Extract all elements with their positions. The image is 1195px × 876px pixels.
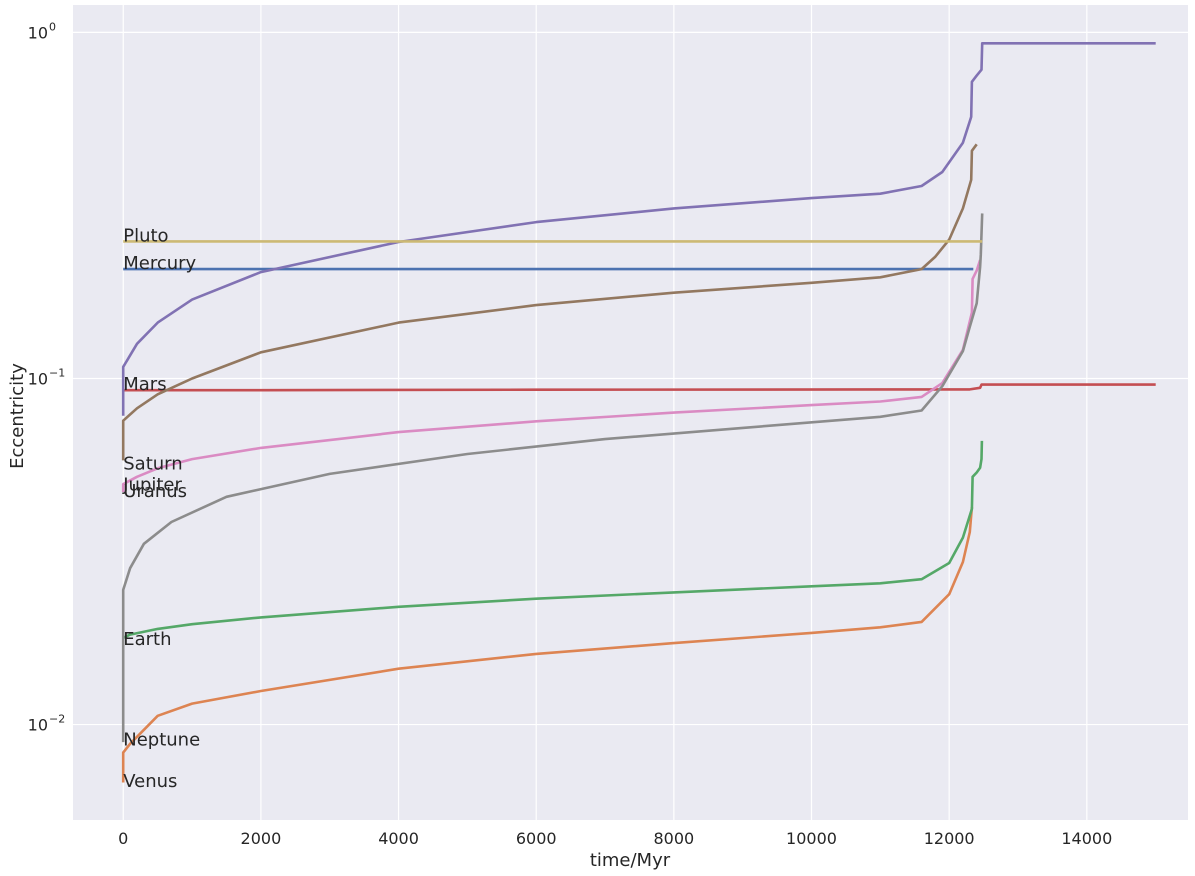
y-tick-exponent: −1: [49, 366, 65, 379]
series-line-neptune: [121, 213, 984, 743]
x-tick-label: 0: [118, 829, 128, 848]
y-tick-exponent: −2: [49, 713, 65, 726]
series-label-saturn: Saturn: [123, 454, 182, 475]
series-label-venus: Venus: [123, 771, 177, 792]
series-line-jupiter: [121, 41, 1156, 416]
series-label-earth: Earth: [123, 629, 171, 650]
x-axis-label: time/Myr: [590, 850, 671, 871]
series-line-earth: [122, 440, 984, 640]
x-axis-ticks: 0 2000 4000 6000 8000 10000 12000 14000: [118, 829, 1112, 848]
y-tick-label: 10: [28, 716, 48, 735]
series-lines: [121, 41, 1156, 783]
x-tick-label: 8000: [654, 829, 695, 848]
series-label-jupiter: Jupiter: [122, 474, 182, 495]
series-line-venus: [121, 506, 974, 783]
series-label-neptune: Neptune: [123, 730, 200, 751]
x-tick-label: 4000: [378, 829, 419, 848]
x-tick-label: 12000: [924, 829, 975, 848]
series-line-mars: [123, 383, 1156, 392]
x-tick-label: 2000: [241, 829, 282, 848]
x-tick-label: 14000: [1061, 829, 1112, 848]
series-label-pluto: Pluto: [123, 225, 168, 246]
plot-background: [73, 5, 1188, 820]
y-tick-label: 10: [28, 369, 48, 388]
x-tick-label: 10000: [786, 829, 837, 848]
y-tick-exponent: 0: [49, 20, 56, 33]
series-line-uranus: [121, 259, 982, 492]
x-tick-label: 6000: [516, 829, 557, 848]
series-label-mars: Mars: [123, 374, 166, 395]
y-axis-label: Eccentricity: [7, 363, 28, 469]
y-tick-label: 10: [28, 23, 48, 42]
series-label-mercury: Mercury: [123, 253, 196, 274]
series-label-uranus: Uranus: [123, 481, 187, 502]
series-line-saturn: [121, 143, 978, 461]
